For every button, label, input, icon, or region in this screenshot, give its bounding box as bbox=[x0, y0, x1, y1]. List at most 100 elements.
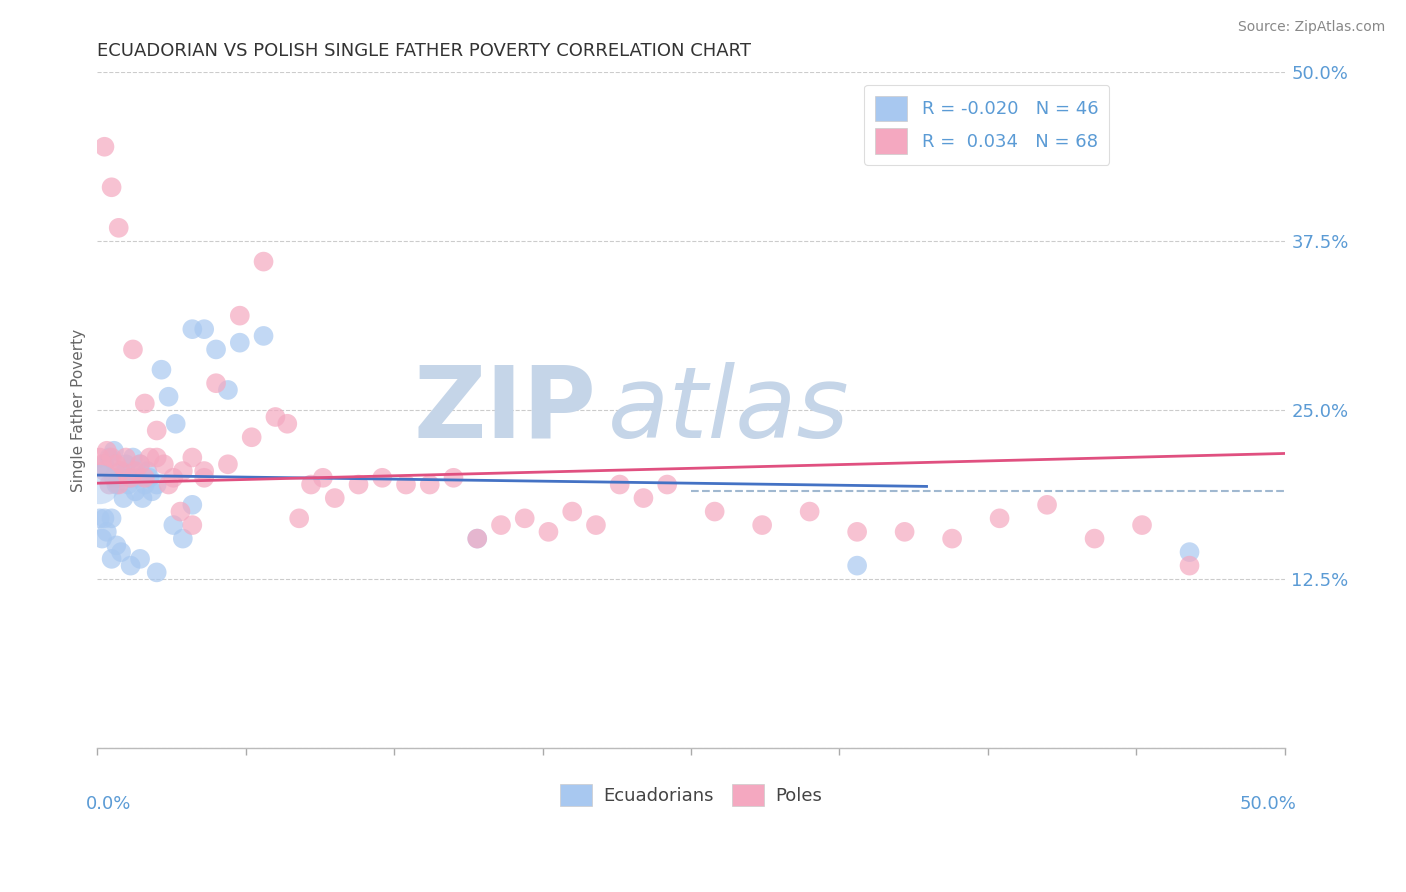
Point bbox=[107, 471, 129, 485]
Point bbox=[172, 532, 194, 546]
Point bbox=[240, 430, 263, 444]
Point bbox=[513, 511, 536, 525]
Point bbox=[288, 511, 311, 525]
Point bbox=[561, 505, 583, 519]
Point bbox=[323, 491, 346, 505]
Point bbox=[489, 518, 512, 533]
Point bbox=[127, 471, 149, 485]
Point bbox=[145, 477, 167, 491]
Point bbox=[110, 464, 132, 478]
Point bbox=[98, 477, 121, 491]
Point bbox=[122, 343, 145, 357]
Point bbox=[162, 518, 184, 533]
Point bbox=[751, 518, 773, 533]
Point bbox=[181, 322, 204, 336]
Point bbox=[115, 457, 138, 471]
Y-axis label: Single Father Poverty: Single Father Poverty bbox=[72, 328, 86, 491]
Point bbox=[988, 511, 1011, 525]
Point bbox=[91, 532, 114, 546]
Point bbox=[252, 254, 274, 268]
Point bbox=[107, 477, 129, 491]
Point bbox=[131, 491, 153, 505]
Point bbox=[537, 524, 560, 539]
Point bbox=[138, 450, 160, 465]
Point bbox=[120, 558, 142, 573]
Point bbox=[136, 464, 159, 478]
Point bbox=[107, 220, 129, 235]
Text: Source: ZipAtlas.com: Source: ZipAtlas.com bbox=[1237, 20, 1385, 34]
Point bbox=[134, 396, 156, 410]
Point bbox=[98, 450, 121, 465]
Point bbox=[276, 417, 298, 431]
Point bbox=[893, 524, 915, 539]
Point bbox=[89, 450, 111, 465]
Point bbox=[172, 464, 194, 478]
Point bbox=[100, 450, 122, 465]
Point bbox=[93, 140, 115, 154]
Point bbox=[1036, 498, 1059, 512]
Point bbox=[117, 477, 139, 491]
Point bbox=[91, 457, 114, 471]
Point bbox=[299, 477, 322, 491]
Point bbox=[609, 477, 631, 491]
Point bbox=[633, 491, 655, 505]
Point bbox=[129, 457, 152, 471]
Point bbox=[846, 524, 869, 539]
Point bbox=[846, 558, 869, 573]
Point bbox=[181, 450, 204, 465]
Point bbox=[799, 505, 821, 519]
Point bbox=[103, 471, 125, 485]
Point bbox=[100, 552, 122, 566]
Point bbox=[347, 477, 370, 491]
Point bbox=[193, 464, 215, 478]
Point bbox=[134, 477, 156, 491]
Point bbox=[93, 511, 115, 525]
Point bbox=[122, 450, 145, 465]
Text: atlas: atlas bbox=[607, 362, 849, 458]
Point bbox=[157, 477, 180, 491]
Point bbox=[371, 471, 394, 485]
Point bbox=[264, 409, 287, 424]
Point bbox=[145, 424, 167, 438]
Point bbox=[150, 362, 173, 376]
Point bbox=[193, 471, 215, 485]
Point bbox=[1178, 558, 1201, 573]
Point bbox=[96, 443, 118, 458]
Point bbox=[703, 505, 725, 519]
Point bbox=[153, 457, 176, 471]
Point bbox=[129, 552, 152, 566]
Point bbox=[229, 309, 252, 323]
Point bbox=[141, 484, 163, 499]
Point bbox=[193, 322, 215, 336]
Point bbox=[205, 343, 228, 357]
Point bbox=[165, 417, 187, 431]
Point bbox=[157, 390, 180, 404]
Point bbox=[124, 484, 146, 499]
Legend: Ecuadorians, Poles: Ecuadorians, Poles bbox=[553, 777, 830, 814]
Point bbox=[217, 457, 239, 471]
Point bbox=[1178, 545, 1201, 559]
Point bbox=[465, 532, 488, 546]
Text: 0.0%: 0.0% bbox=[86, 796, 131, 814]
Point bbox=[93, 464, 115, 478]
Point bbox=[138, 471, 160, 485]
Point bbox=[124, 464, 146, 478]
Point bbox=[89, 477, 111, 491]
Text: ECUADORIAN VS POLISH SINGLE FATHER POVERTY CORRELATION CHART: ECUADORIAN VS POLISH SINGLE FATHER POVER… bbox=[97, 42, 751, 60]
Point bbox=[395, 477, 418, 491]
Point bbox=[181, 498, 204, 512]
Point bbox=[162, 471, 184, 485]
Point bbox=[105, 477, 128, 491]
Point bbox=[103, 443, 125, 458]
Point bbox=[941, 532, 963, 546]
Point bbox=[145, 566, 167, 580]
Point bbox=[96, 524, 118, 539]
Point bbox=[100, 180, 122, 194]
Point bbox=[252, 329, 274, 343]
Point bbox=[1130, 518, 1153, 533]
Point bbox=[129, 457, 152, 471]
Text: 50.0%: 50.0% bbox=[1240, 796, 1296, 814]
Point bbox=[110, 545, 132, 559]
Point bbox=[217, 383, 239, 397]
Point bbox=[93, 457, 115, 471]
